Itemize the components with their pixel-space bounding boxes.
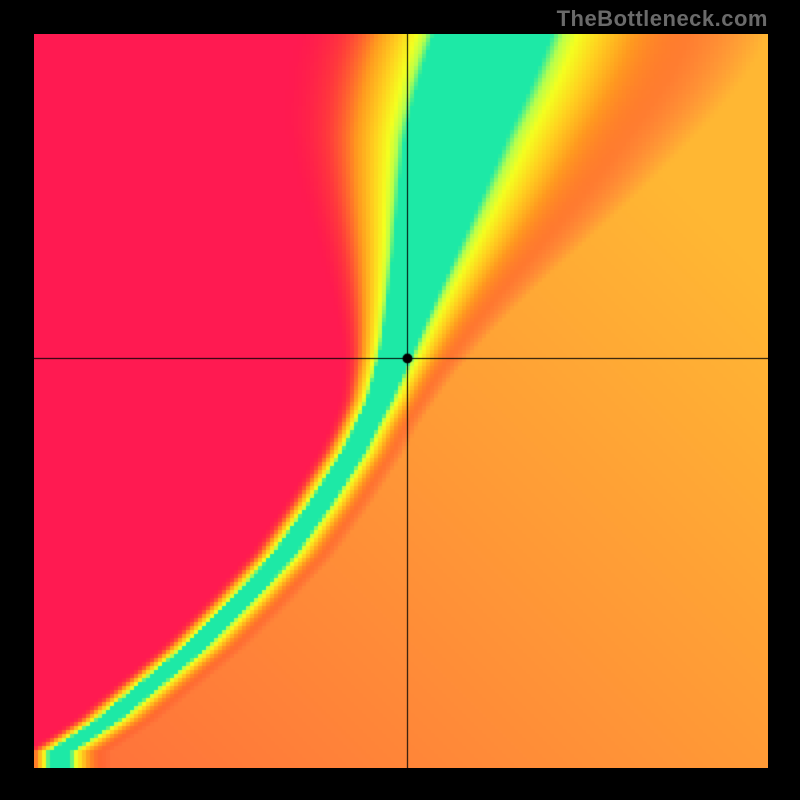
watermark-text: TheBottleneck.com bbox=[557, 6, 768, 32]
heatmap-canvas bbox=[34, 34, 768, 768]
chart-container: TheBottleneck.com bbox=[0, 0, 800, 800]
plot-area bbox=[34, 34, 768, 768]
